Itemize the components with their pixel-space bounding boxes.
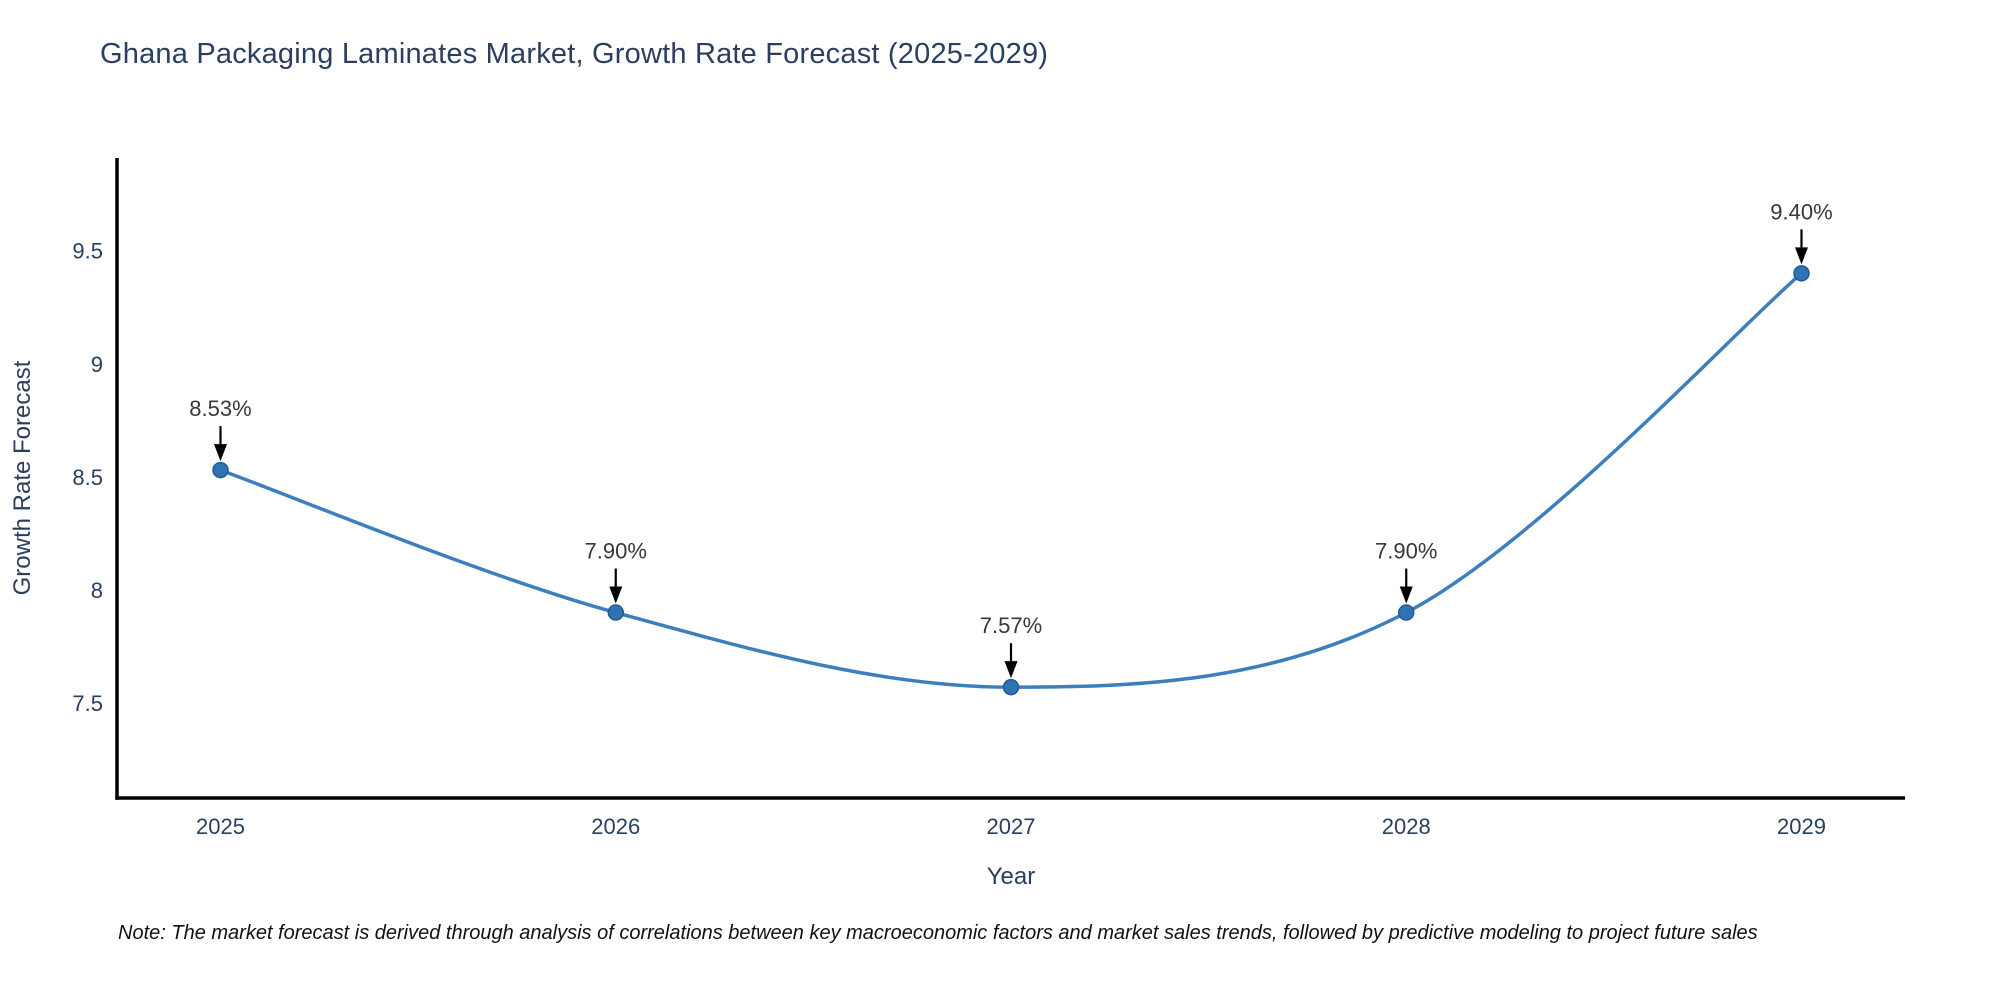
point-value-label: 7.90% <box>585 539 647 564</box>
data-point-2029[interactable] <box>1793 265 1810 282</box>
y-tick-label: 9.5 <box>72 239 103 264</box>
plot-area: 7.5 8 8.5 9 9.5 2025 2026 2027 2028 2029 8.53% 7.90… <box>72 158 1905 839</box>
annotation-arrowhead-icon <box>214 444 227 462</box>
annotation-arrowhead-icon <box>1004 661 1018 679</box>
x-axis-title: Year <box>987 863 1036 890</box>
point-value-label: 9.40% <box>1770 199 1832 224</box>
point-value-label: 7.90% <box>1375 539 1437 564</box>
y-axis-title: Growth Rate Forecast <box>9 360 36 595</box>
x-tick-label: 2027 <box>987 814 1036 839</box>
x-tick-label: 2028 <box>1382 814 1431 839</box>
y-tick-label: 7.5 <box>72 691 103 716</box>
footnote: Note: The market forecast is derived thr… <box>118 922 1758 944</box>
y-tick-label: 9 <box>91 352 103 377</box>
point-value-label: 7.57% <box>980 613 1042 638</box>
y-tick-label: 8.5 <box>72 465 103 490</box>
chart-title: Ghana Packaging Laminates Market, Growth… <box>100 38 1049 70</box>
x-tick-label: 2029 <box>1777 814 1826 839</box>
annotation-arrowhead-icon <box>609 586 623 604</box>
point-value-label: 8.53% <box>189 396 251 421</box>
data-point-2027[interactable] <box>1002 678 1020 696</box>
annotation-arrowhead-icon <box>1399 586 1413 604</box>
footnote-container: Note: The market forecast is derived thr… <box>118 922 2000 962</box>
data-point-2028[interactable] <box>1398 604 1415 621</box>
x-tick-label: 2025 <box>196 814 245 839</box>
data-point-2026[interactable] <box>607 604 624 621</box>
x-tick-label: 2026 <box>591 814 640 839</box>
y-tick-label: 8 <box>91 578 103 603</box>
annotation-arrowhead-icon <box>1795 247 1808 265</box>
data-point-2025[interactable] <box>212 461 229 479</box>
